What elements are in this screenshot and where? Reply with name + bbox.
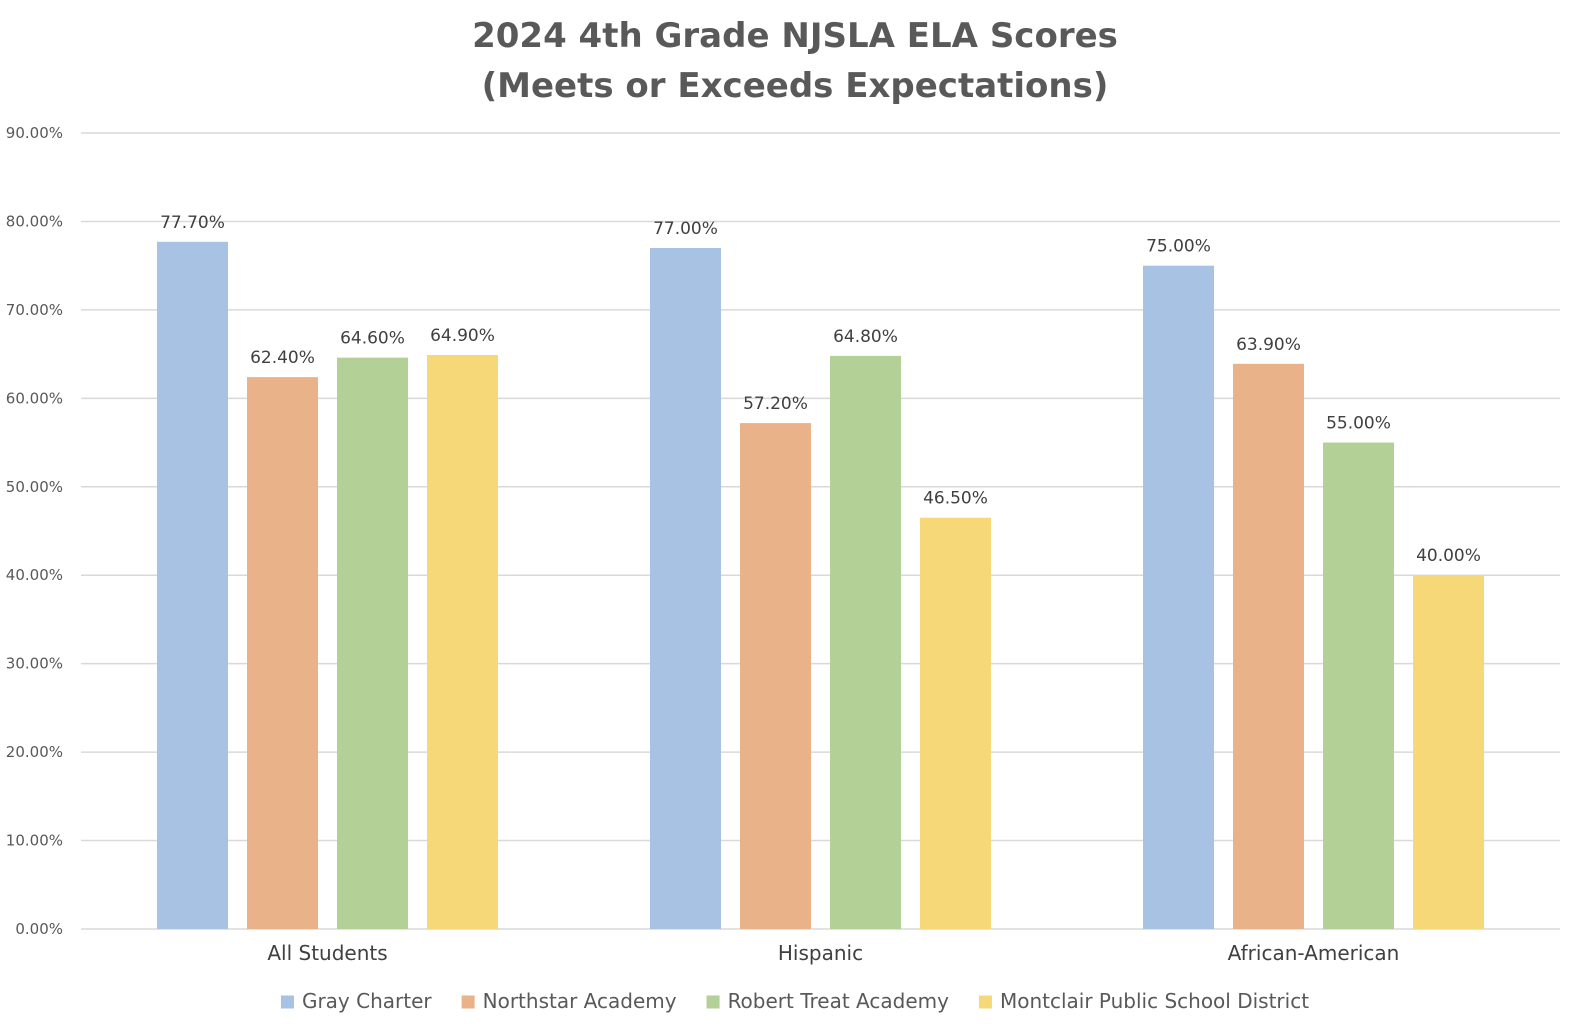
bar bbox=[650, 247, 721, 929]
legend-swatch bbox=[706, 995, 720, 1009]
legend-item: Robert Treat Academy bbox=[706, 989, 950, 1013]
legend: Gray Charter Northstar Academy Robert Trea… bbox=[280, 989, 1309, 1013]
data-label: 64.90% bbox=[430, 326, 495, 346]
y-tick-label: 90.00% bbox=[6, 124, 63, 142]
x-category-label: Hispanic bbox=[778, 941, 863, 965]
data-label: 40.00% bbox=[1416, 546, 1481, 566]
legend-swatch bbox=[461, 995, 475, 1009]
y-tick-label: 60.00% bbox=[6, 389, 63, 407]
bar bbox=[1413, 575, 1484, 929]
bar bbox=[247, 377, 318, 929]
x-category-label: All Students bbox=[267, 941, 387, 965]
data-label: 64.80% bbox=[833, 327, 898, 347]
x-category-label: African-American bbox=[1228, 941, 1400, 965]
bar bbox=[1323, 442, 1394, 929]
legend-label: Northstar Academy bbox=[483, 989, 677, 1013]
data-label: 55.00% bbox=[1326, 414, 1391, 434]
data-label: 63.90% bbox=[1236, 335, 1301, 355]
data-label: 75.00% bbox=[1146, 237, 1211, 257]
data-label: 46.50% bbox=[923, 489, 988, 509]
legend-item: Montclair Public School District bbox=[978, 989, 1309, 1013]
x-axis-categories: All Students Hispanic African-American bbox=[267, 941, 1399, 965]
y-tick-label: 50.00% bbox=[6, 478, 63, 496]
y-tick-label: 70.00% bbox=[6, 301, 63, 319]
data-label: 77.70% bbox=[160, 213, 225, 233]
y-tick-label: 80.00% bbox=[6, 212, 63, 230]
legend-item: Gray Charter bbox=[280, 989, 432, 1013]
y-tick-label: 10.00% bbox=[6, 832, 63, 850]
data-label: 64.60% bbox=[340, 329, 405, 349]
y-axis-ticks: 0.00% 10.00% 20.00% 30.00% 40.00% 50.00% 60.00… bbox=[6, 124, 63, 938]
bar bbox=[920, 517, 991, 929]
y-tick-label: 20.00% bbox=[6, 743, 63, 761]
bar bbox=[427, 354, 498, 929]
legend-swatch bbox=[978, 995, 992, 1009]
chart-title-line-2: (Meets or Exceeds Expectations) bbox=[482, 66, 1109, 106]
chart-title-line-1: 2024 4th Grade NJSLA ELA Scores bbox=[472, 16, 1118, 56]
y-tick-label: 30.00% bbox=[6, 655, 63, 673]
legend-item: Northstar Academy bbox=[461, 989, 677, 1013]
data-label: 57.20% bbox=[743, 394, 808, 414]
legend-swatch bbox=[280, 995, 294, 1009]
legend-label: Montclair Public School District bbox=[1000, 989, 1309, 1013]
data-label: 62.40% bbox=[250, 348, 315, 368]
bar bbox=[157, 241, 228, 929]
legend-label: Robert Treat Academy bbox=[728, 989, 950, 1013]
bars bbox=[157, 241, 1484, 930]
data-label: 77.00% bbox=[653, 219, 718, 239]
data-labels: 77.70% 62.40% 64.60% 64.90% 77.00% 57.20% 64.8… bbox=[160, 213, 1481, 566]
bar bbox=[337, 357, 408, 929]
gridlines bbox=[81, 132, 1560, 930]
legend-label: Gray Charter bbox=[302, 989, 432, 1013]
bar bbox=[1233, 363, 1304, 930]
bar bbox=[830, 355, 901, 929]
bar bbox=[740, 423, 811, 929]
y-tick-label: 40.00% bbox=[6, 566, 63, 584]
y-tick-label: 0.00% bbox=[15, 920, 63, 938]
bar bbox=[1143, 265, 1214, 930]
